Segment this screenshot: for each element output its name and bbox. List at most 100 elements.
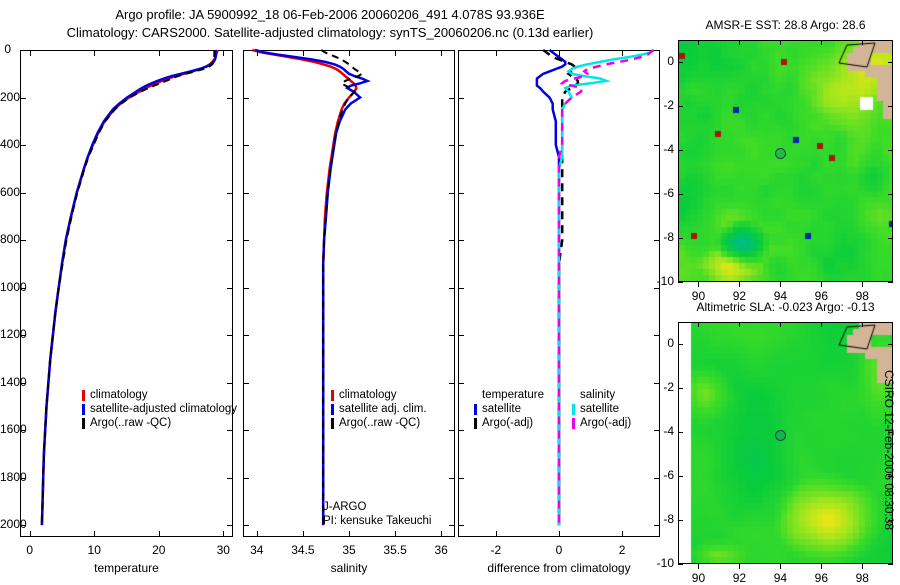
lon-tick-label: 96 xyxy=(814,289,828,303)
x-tick xyxy=(441,50,443,56)
depth-tick xyxy=(243,335,249,337)
lat-tick xyxy=(888,282,893,283)
x-tick-label: 34.5 xyxy=(291,543,315,557)
legend-column-temperature: temperature satellite Argo(-adj) xyxy=(474,388,544,430)
lon-tick-label: 94 xyxy=(773,571,788,585)
float-position-marker xyxy=(775,147,787,159)
lat-tick xyxy=(678,238,683,239)
depth-tick xyxy=(243,240,249,242)
lon-tick-label: 98 xyxy=(855,571,869,585)
legend-row: Argo(..raw -QC) xyxy=(82,416,237,430)
legend-label: Argo(..raw -QC) xyxy=(90,417,172,429)
depth-tick xyxy=(20,50,26,51)
x-tick-label: 2 xyxy=(618,543,626,557)
legend-temperature: climatology satellite-adjusted climatolog… xyxy=(82,388,237,430)
depth-tick xyxy=(449,525,455,527)
x-tick-label: 0 xyxy=(555,543,563,557)
lon-tick-label: 90 xyxy=(691,571,706,585)
lon-tick xyxy=(739,282,741,287)
footer-line: J-ARGO xyxy=(323,501,367,513)
lat-tick xyxy=(678,62,683,63)
depth-tick xyxy=(458,335,464,337)
depth-tick xyxy=(227,240,233,242)
depth-tick xyxy=(243,192,249,194)
legend-swatch xyxy=(474,417,477,429)
lat-tick xyxy=(888,62,893,63)
depth-tick xyxy=(449,192,455,194)
lon-tick-label: 94 xyxy=(773,289,788,303)
legend-label: satellite adj. clim. xyxy=(339,403,427,415)
x-tick xyxy=(395,531,397,537)
lat-tick xyxy=(888,520,893,521)
depth-tick xyxy=(449,50,455,51)
lat-tick xyxy=(888,564,893,565)
lat-tick xyxy=(888,476,893,477)
lat-tick xyxy=(678,282,683,283)
lat-tick xyxy=(678,106,683,107)
legend-swatch xyxy=(82,403,85,415)
depth-tick xyxy=(458,145,464,147)
x-tick xyxy=(495,50,497,56)
lat-tick xyxy=(888,106,893,107)
depth-tick xyxy=(243,97,249,99)
depth-tick xyxy=(243,145,249,147)
depth-tick xyxy=(654,145,660,147)
lon-tick xyxy=(862,564,864,569)
depth-tick xyxy=(449,145,455,147)
depth-tick xyxy=(654,97,660,99)
depth-tick xyxy=(227,525,233,527)
x-tick xyxy=(559,531,560,537)
legend-row: Argo(-adj) xyxy=(474,416,544,430)
depth-tick xyxy=(243,477,249,479)
depth-tick-label: 400 xyxy=(0,137,21,152)
depth-tick xyxy=(654,50,660,51)
lat-tick-label: -10 xyxy=(656,274,674,288)
x-tick xyxy=(495,531,497,537)
lat-tick-label: -2 xyxy=(663,98,674,112)
lat-tick-label: -6 xyxy=(663,186,674,200)
depth-tick-label: 0 xyxy=(4,42,11,56)
legend-row: satellite-adjusted climatology xyxy=(82,402,237,416)
legend-column-salinity: salinity satellite Argo(-adj) xyxy=(572,388,631,430)
depth-tick xyxy=(458,382,464,384)
lon-tick xyxy=(780,564,782,569)
title-line-1: Argo profile: JA 5900992_18 06-Feb-2006 … xyxy=(115,7,545,22)
lon-tick xyxy=(739,322,741,327)
x-tick xyxy=(441,531,443,537)
lat-tick-label: -8 xyxy=(663,512,674,526)
lon-tick-label: 92 xyxy=(732,571,747,585)
lat-tick-label: -4 xyxy=(663,142,674,156)
lat-tick xyxy=(888,194,893,195)
lat-tick xyxy=(888,344,893,345)
curve-satellite-adj-clim- xyxy=(254,48,371,526)
lat-tick xyxy=(678,150,683,151)
depth-tick xyxy=(227,50,233,51)
legend-row: Argo(-adj) xyxy=(572,416,631,430)
float-position-marker xyxy=(775,429,787,441)
depth-tick-label: 1400 xyxy=(0,374,27,389)
x-tick-label: 35.5 xyxy=(383,543,407,557)
x-tick-label: -2 xyxy=(490,543,502,557)
sst-map-title: AMSR-E SST: 28.8 Argo: 28.6 xyxy=(705,18,866,32)
depth-tick xyxy=(458,97,464,99)
depth-tick-label: 200 xyxy=(0,89,21,104)
x-tick xyxy=(302,50,304,56)
legend-row: Argo(..raw -QC) xyxy=(331,416,427,430)
lat-tick-label: -2 xyxy=(663,380,674,394)
depth-tick-label: 2000 xyxy=(0,517,27,532)
legend-label: Argo(-adj) xyxy=(580,417,632,429)
lon-tick-label: 98 xyxy=(855,289,869,303)
depth-tick xyxy=(20,97,26,99)
sla-map[interactable] xyxy=(678,322,893,564)
sst-map[interactable] xyxy=(678,40,893,282)
legend-label: Argo(..raw -QC) xyxy=(339,417,421,429)
panel-salinity xyxy=(243,50,455,537)
depth-tick xyxy=(227,477,233,479)
depth-tick xyxy=(449,477,455,479)
x-tick xyxy=(349,531,350,537)
depth-tick xyxy=(654,240,660,242)
sla-map-canvas xyxy=(679,323,892,563)
legend-row: climatology xyxy=(331,388,427,402)
lat-tick xyxy=(678,388,683,389)
lon-tick xyxy=(821,282,823,287)
